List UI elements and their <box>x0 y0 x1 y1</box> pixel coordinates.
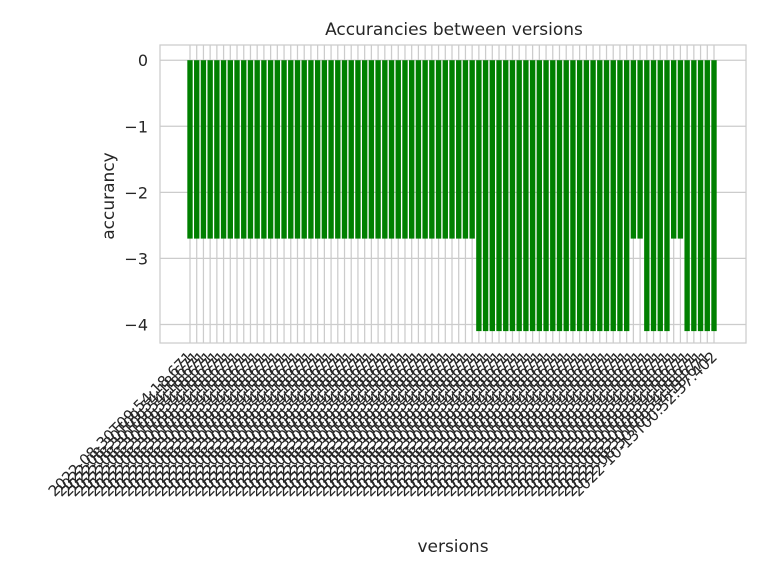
bar <box>267 60 274 239</box>
bar <box>435 60 442 239</box>
bar <box>657 60 663 332</box>
bar <box>314 60 321 239</box>
bar <box>482 60 489 332</box>
bar <box>341 60 348 239</box>
bar <box>214 60 220 239</box>
bar <box>382 60 388 239</box>
bar <box>395 60 401 239</box>
bar <box>597 60 603 332</box>
bar <box>449 60 455 239</box>
bar <box>664 60 670 332</box>
x-axis-label: versions <box>417 537 488 557</box>
y-tick-label: −2 <box>124 183 148 202</box>
bar <box>207 60 213 239</box>
bar <box>644 60 650 332</box>
bar <box>489 60 495 332</box>
bar <box>583 60 590 332</box>
bar <box>576 60 583 332</box>
bar <box>415 60 422 239</box>
bar <box>220 60 227 239</box>
bar <box>442 60 448 239</box>
bar <box>529 60 536 332</box>
bar <box>294 60 301 239</box>
bar <box>234 60 240 239</box>
bar <box>288 60 294 239</box>
y-tick-label: −4 <box>124 315 148 334</box>
bar <box>409 60 415 239</box>
bar <box>563 60 569 332</box>
bar <box>321 60 328 239</box>
bar <box>274 60 281 239</box>
bar <box>462 60 469 239</box>
plot-border <box>159 44 747 344</box>
bar <box>241 60 247 239</box>
y-axis-label: accurancy <box>99 152 119 239</box>
y-tick-label: −3 <box>124 249 148 268</box>
bar <box>469 60 475 239</box>
bar <box>247 60 254 239</box>
bar <box>509 60 516 332</box>
bar <box>610 60 616 332</box>
bar <box>503 60 509 332</box>
bar <box>570 60 576 332</box>
bar <box>388 60 395 239</box>
bar <box>684 60 690 332</box>
bar <box>328 60 334 239</box>
bar <box>254 60 260 239</box>
bar <box>335 60 341 239</box>
bar <box>375 60 381 239</box>
y-tick-label: −1 <box>124 117 148 136</box>
x-tick-labels: 2022-08-30T09:54:18.6712022-08-30T09:54:… <box>45 348 721 500</box>
bar <box>194 60 200 239</box>
bar <box>516 60 522 332</box>
bar <box>711 60 717 332</box>
bar <box>523 60 529 332</box>
bar <box>456 60 462 239</box>
bar <box>617 60 623 332</box>
bar <box>603 60 610 332</box>
bar <box>496 60 502 332</box>
bars <box>187 60 717 332</box>
bar <box>697 60 704 332</box>
bar <box>301 60 307 239</box>
bar <box>556 60 563 332</box>
bar <box>637 60 643 239</box>
bar <box>348 60 354 239</box>
bar <box>677 60 684 239</box>
bar <box>308 60 314 239</box>
bar <box>623 60 630 332</box>
bar <box>429 60 435 239</box>
y-tick-label: 0 <box>138 51 148 70</box>
bar <box>187 60 193 239</box>
bar <box>227 60 233 239</box>
bar <box>402 60 408 239</box>
bar <box>543 60 549 332</box>
bar <box>281 60 287 239</box>
y-tick-labels: 0 −1 −2 −3 −4 <box>124 51 148 334</box>
bar <box>704 60 710 332</box>
chart-title: Accurancies between versions <box>325 20 583 40</box>
bar <box>200 60 207 239</box>
bar <box>590 60 596 332</box>
bar <box>361 60 368 239</box>
bar <box>550 60 556 332</box>
bar <box>355 60 361 239</box>
bar <box>536 60 543 332</box>
bar <box>671 60 677 239</box>
bar <box>630 60 637 239</box>
bar <box>422 60 428 239</box>
bar <box>368 60 375 239</box>
bar <box>691 60 697 332</box>
bar <box>476 60 482 332</box>
bar <box>650 60 657 332</box>
bar <box>261 60 267 239</box>
